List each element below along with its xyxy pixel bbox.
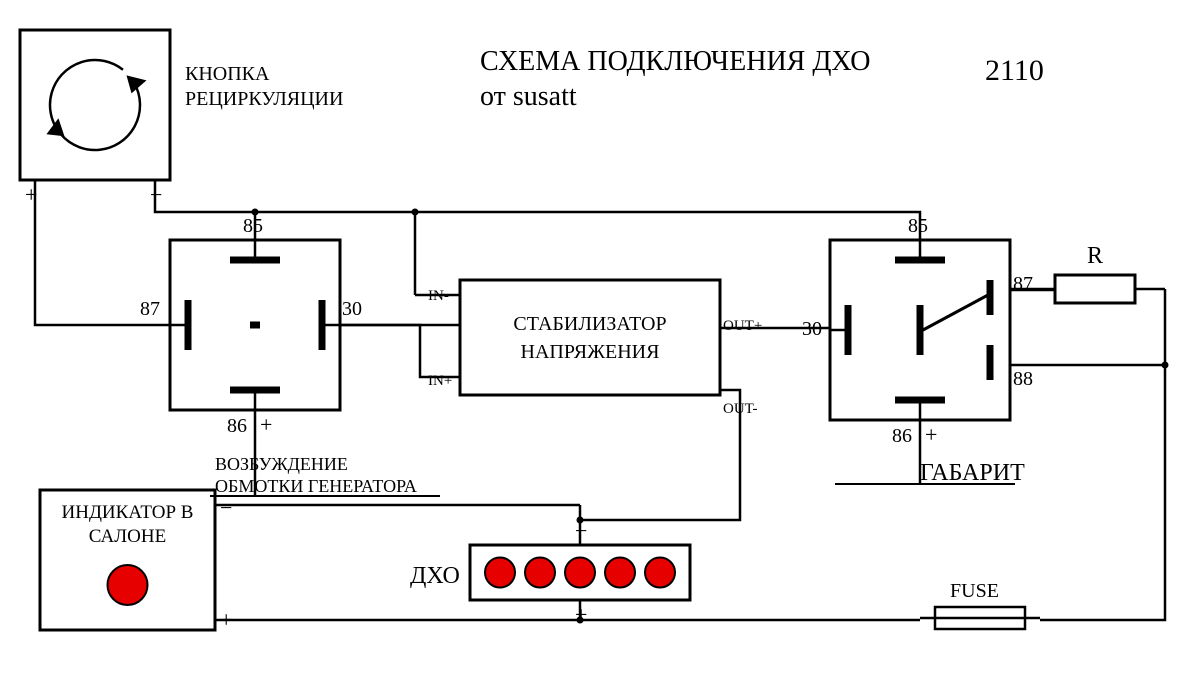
fuse-label: FUSE <box>950 580 999 602</box>
relay1-pin-85: 85 <box>243 215 263 237</box>
title-line2: от susatt <box>480 81 577 112</box>
relay1-86-plus: + <box>260 412 272 437</box>
dho-led-icon <box>605 558 635 588</box>
resistor-label: R <box>1087 243 1103 269</box>
dho-led-icon <box>565 558 595 588</box>
recirc-label-1: КНОПКА <box>185 63 270 85</box>
relay2-pin-85: 85 <box>908 215 928 237</box>
recirc-button-box <box>20 30 170 180</box>
stabilizer-box <box>460 280 720 395</box>
stab-out-plus: OUT+ <box>723 318 762 334</box>
stabilizer-l2: НАПРЯЖЕНИЯ <box>521 341 660 363</box>
relay1-pin-30: 30 <box>342 298 362 320</box>
stab-in-plus: IN+ <box>428 373 452 389</box>
relay2-pin-88: 88 <box>1013 368 1033 390</box>
gabarit-label: ГАБАРИТ <box>920 460 1025 486</box>
title-line1: СХЕМА ПОДКЛЮЧЕНИЯ ДХО <box>480 46 870 77</box>
recirc-arrow-icon <box>50 60 140 150</box>
relay2-pin-87: 87 <box>1013 273 1033 295</box>
recirc-label-2: РЕЦИРКУЛЯЦИИ <box>185 88 343 110</box>
indicator-l1: ИНДИКАТОР В <box>62 502 194 523</box>
relay1-pin-87: 87 <box>140 298 160 320</box>
dho-led-icon <box>525 558 555 588</box>
dho-led-icon <box>645 558 675 588</box>
resistor-box <box>1055 275 1135 303</box>
dho-led-icon <box>485 558 515 588</box>
indicator-l2: САЛОНЕ <box>89 526 166 547</box>
indicator-minus: − <box>220 495 232 520</box>
gen-field-l2: ОБМОТКИ ГЕНЕРАТОРА <box>215 476 417 496</box>
relay2-86-plus: + <box>925 422 937 447</box>
dho-label: ДХО <box>410 563 460 589</box>
gen-field-l1: ВОЗБУЖДЕНИЕ <box>215 454 348 474</box>
indicator-led-icon <box>108 565 148 605</box>
stabilizer-l1: СТАБИЛИЗАТОР <box>513 313 666 335</box>
wiring-diagram: СХЕМА ПОДКЛЮЧЕНИЯ ДХО от susatt 2110 КНОПКА… <box>0 0 1196 690</box>
relay1-pin-86: 86 <box>227 415 247 437</box>
relay2-pin-86: 86 <box>892 425 912 447</box>
title-model: 2110 <box>985 54 1044 87</box>
